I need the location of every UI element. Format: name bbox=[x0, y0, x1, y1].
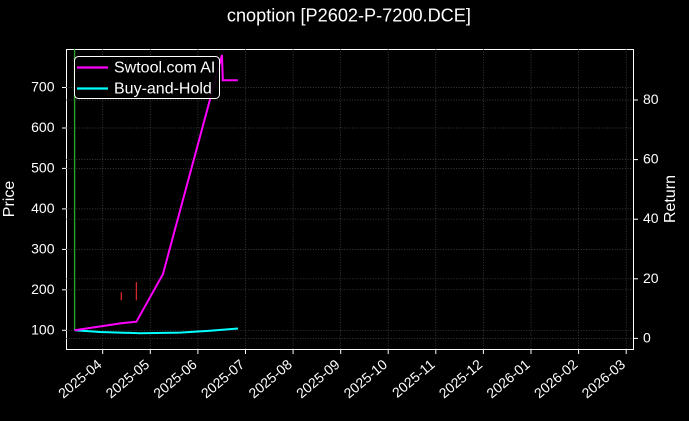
svg-text:40: 40 bbox=[643, 210, 659, 226]
svg-text:100: 100 bbox=[31, 321, 55, 337]
svg-text:cnoption [P2602-P-7200.DCE]: cnoption [P2602-P-7200.DCE] bbox=[227, 6, 471, 26]
svg-text:400: 400 bbox=[31, 200, 55, 216]
svg-text:Swtool.com AI: Swtool.com AI bbox=[114, 60, 215, 77]
svg-text:Price: Price bbox=[1, 181, 18, 218]
svg-text:80: 80 bbox=[643, 91, 659, 107]
svg-text:200: 200 bbox=[31, 281, 55, 297]
svg-text:600: 600 bbox=[31, 119, 55, 135]
svg-text:300: 300 bbox=[31, 240, 55, 256]
svg-text:Return: Return bbox=[662, 175, 679, 223]
svg-text:500: 500 bbox=[31, 159, 55, 175]
svg-text:Buy-and-Hold: Buy-and-Hold bbox=[114, 81, 212, 98]
svg-text:700: 700 bbox=[31, 79, 55, 95]
svg-text:60: 60 bbox=[643, 151, 659, 167]
svg-text:0: 0 bbox=[643, 329, 651, 345]
svg-text:20: 20 bbox=[643, 270, 659, 286]
